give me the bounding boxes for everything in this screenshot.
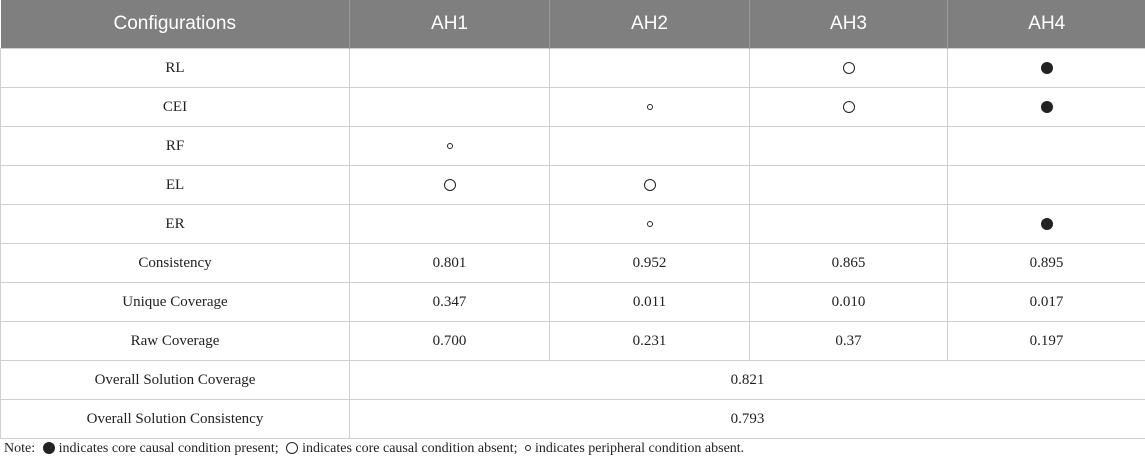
table-cell	[349, 204, 550, 244]
table-cell: 0.017	[947, 282, 1145, 322]
core-present-icon	[1040, 218, 1053, 231]
table-cell: 0.010	[749, 282, 948, 322]
table-row: Consistency 0.801 0.952 0.865 0.895	[0, 243, 1145, 283]
header-ah3: AH3	[749, 0, 948, 49]
core-present-icon	[42, 441, 55, 454]
table-cell	[549, 87, 750, 127]
table-cell	[947, 204, 1145, 244]
table-cell: 0.011	[549, 282, 750, 322]
table-cell: 0.197	[947, 321, 1145, 361]
table-row: RL	[0, 48, 1145, 88]
table-cell	[749, 48, 948, 88]
table-cell: 0.801	[349, 243, 550, 283]
summary-row: Overall Solution Coverage 0.821	[0, 360, 1145, 400]
table-row: Raw Coverage 0.700 0.231 0.37 0.197	[0, 321, 1145, 361]
table-cell	[349, 126, 550, 166]
table-row: ER	[0, 204, 1145, 244]
note-core-present: indicates core causal condition present;	[58, 441, 279, 456]
table-cell: 0.37	[749, 321, 948, 361]
table-cell	[349, 48, 550, 88]
row-label: EL	[0, 165, 350, 205]
table-cell: 0.231	[549, 321, 750, 361]
table-cell	[749, 126, 948, 166]
note-peripheral-absent: indicates peripheral condition absent.	[535, 441, 745, 456]
summary-value: 0.821	[349, 360, 1145, 400]
table-cell: 0.895	[947, 243, 1145, 283]
table-cell: 0.700	[349, 321, 550, 361]
table-cell	[549, 204, 750, 244]
summary-row: Overall Solution Consistency 0.793	[0, 399, 1145, 439]
table-cell	[947, 87, 1145, 127]
table-cell	[947, 48, 1145, 88]
core-present-icon	[1040, 101, 1053, 114]
header-ah1: AH1	[349, 0, 550, 49]
peripheral-absent-icon	[646, 104, 653, 111]
header-ah2: AH2	[549, 0, 750, 49]
table-cell	[349, 165, 550, 205]
row-label: Raw Coverage	[0, 321, 350, 361]
row-label: Unique Coverage	[0, 282, 350, 322]
table-cell	[549, 48, 750, 88]
table-note: Note: indicates core causal condition pr…	[4, 441, 744, 457]
row-label: ER	[0, 204, 350, 244]
table-cell	[549, 126, 750, 166]
table-cell	[947, 165, 1145, 205]
note-core-absent: indicates core causal condition absent;	[302, 441, 518, 456]
core-absent-icon	[443, 179, 456, 192]
table-cell	[749, 204, 948, 244]
table-cell	[749, 165, 948, 205]
table-cell: 0.865	[749, 243, 948, 283]
summary-label: Overall Solution Coverage	[0, 360, 350, 400]
summary-value: 0.793	[349, 399, 1145, 439]
peripheral-absent-icon	[446, 143, 453, 150]
header-row: Configurations AH1 AH2 AH3 AH4	[0, 0, 1145, 49]
table-cell	[749, 87, 948, 127]
note-prefix: Note:	[4, 441, 36, 456]
core-absent-icon	[842, 101, 855, 114]
peripheral-absent-icon	[646, 221, 653, 228]
core-present-icon	[1040, 62, 1053, 75]
row-label: RF	[0, 126, 350, 166]
core-absent-icon	[842, 62, 855, 75]
table-cell: 0.347	[349, 282, 550, 322]
table-cell: 0.952	[549, 243, 750, 283]
peripheral-absent-icon	[525, 444, 532, 451]
table-cell	[549, 165, 750, 205]
table-cell	[349, 87, 550, 127]
core-absent-icon	[643, 179, 656, 192]
summary-label: Overall Solution Consistency	[0, 399, 350, 439]
row-label: RL	[0, 48, 350, 88]
row-label: Consistency	[0, 243, 350, 283]
table-row: EL	[0, 165, 1145, 205]
configurations-table: Configurations AH1 AH2 AH3 AH4 RL CEI RF EL…	[0, 0, 1145, 439]
table-cell	[947, 126, 1145, 166]
table-row: RF	[0, 126, 1145, 166]
row-label: CEI	[0, 87, 350, 127]
header-ah4: AH4	[947, 0, 1145, 49]
table-row: CEI	[0, 87, 1145, 127]
table-row: Unique Coverage 0.347 0.011 0.010 0.017	[0, 282, 1145, 322]
core-absent-icon	[286, 441, 299, 454]
header-configurations: Configurations	[0, 0, 350, 49]
